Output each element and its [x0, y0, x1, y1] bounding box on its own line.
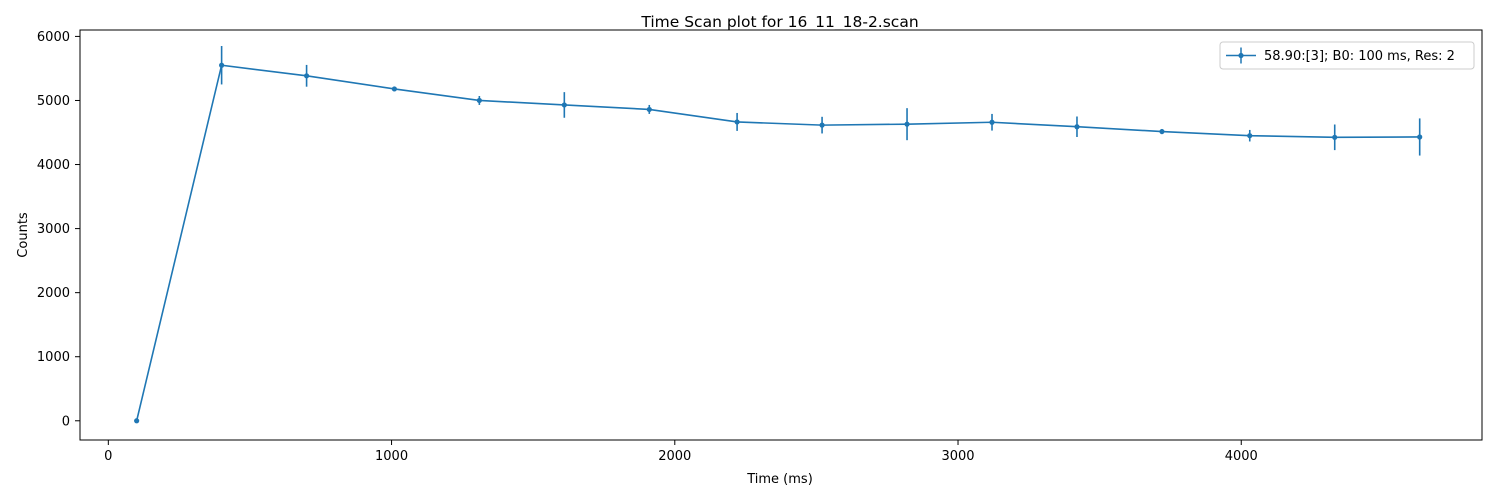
data-point-13 — [1247, 133, 1253, 139]
legend-box — [1219, 41, 1475, 70]
series-layer — [134, 46, 1423, 424]
data-point-5 — [561, 102, 567, 108]
y-tick-label-4: 4000 — [37, 158, 70, 173]
data-point-1 — [219, 62, 225, 68]
x-tick-label-1: 1000 — [375, 449, 408, 464]
x-axis-label: Time (ms) — [746, 472, 813, 487]
data-point-0 — [134, 418, 140, 424]
data-point-10 — [989, 119, 995, 125]
data-point-4 — [476, 97, 482, 104]
data-point-6 — [646, 106, 652, 113]
data-point-9 — [904, 121, 910, 127]
data-point-3 — [391, 86, 397, 92]
legend-point-marker — [1238, 52, 1244, 59]
series-line-0 — [135, 64, 1420, 421]
y-axis: 0 1000 2000 3000 4000 5000 6000 — [37, 30, 80, 429]
y-tick-label-1: 1000 — [37, 350, 70, 365]
data-point-2 — [303, 73, 310, 79]
x-tick-label-0: 0 — [104, 449, 112, 464]
legend: 58.90:[3]; B0: 100 ms, Res: 2 — [1219, 41, 1475, 70]
x-axis: 0 1000 2000 3000 4000 — [104, 440, 1258, 464]
y-tick-label-0: 0 — [62, 414, 70, 429]
y-tick-label-5: 5000 — [37, 94, 70, 109]
data-point-8 — [819, 122, 825, 128]
data-point-12 — [1159, 128, 1165, 135]
y-tick-label-2: 2000 — [37, 286, 70, 301]
data-point-11 — [1074, 124, 1080, 130]
plot-area — [79, 29, 1483, 441]
data-point-14 — [1332, 134, 1338, 140]
y-axis-label: Counts — [16, 212, 31, 258]
x-tick-label-2: 2000 — [658, 449, 691, 464]
x-tick-label-4: 4000 — [1225, 449, 1258, 464]
data-point-15 — [1417, 134, 1423, 140]
y-tick-label-3: 3000 — [37, 222, 70, 237]
legend-label: 58.90:[3]; B0: 100 ms, Res: 2 — [1264, 49, 1455, 64]
data-point-7 — [734, 119, 740, 125]
x-tick-label-3: 3000 — [941, 449, 974, 464]
y-tick-label-6: 6000 — [37, 30, 70, 45]
chart-title: Time Scan plot for 16_11_18-2.scan — [640, 13, 918, 32]
